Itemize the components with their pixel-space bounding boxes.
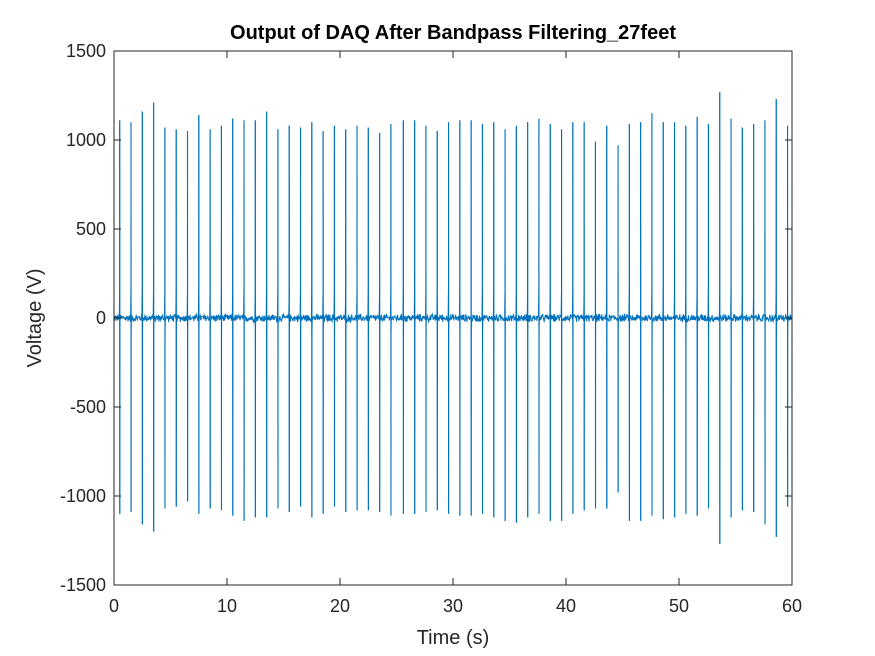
y-tick-label: 0 [96,308,106,328]
y-axis-label: Voltage (V) [24,269,46,368]
y-tick-label: 1000 [66,130,106,150]
x-tick-label: 40 [556,596,576,616]
chart-title: Output of DAQ After Bandpass Filtering_2… [230,22,676,44]
y-ticks: -1500 -1000 -500 0 500 1000 1500 [60,41,792,595]
data-layer [113,91,793,545]
y-tick-label: 1500 [66,41,106,61]
x-tick-label: 60 [782,596,802,616]
x-tick-label: 10 [217,596,237,616]
x-tick-label: 50 [669,596,689,616]
y-tick-label: 500 [76,219,106,239]
y-tick-label: -500 [70,397,106,417]
x-tick-label: 0 [109,596,119,616]
x-tick-label: 20 [330,596,350,616]
x-axis-label: Time (s) [417,627,490,649]
signal-line [113,91,793,545]
y-tick-label: -1000 [60,486,106,506]
y-tick-label: -1500 [60,575,106,595]
x-tick-label: 30 [443,596,463,616]
x-ticks: 0 10 20 30 40 50 60 [109,51,802,616]
